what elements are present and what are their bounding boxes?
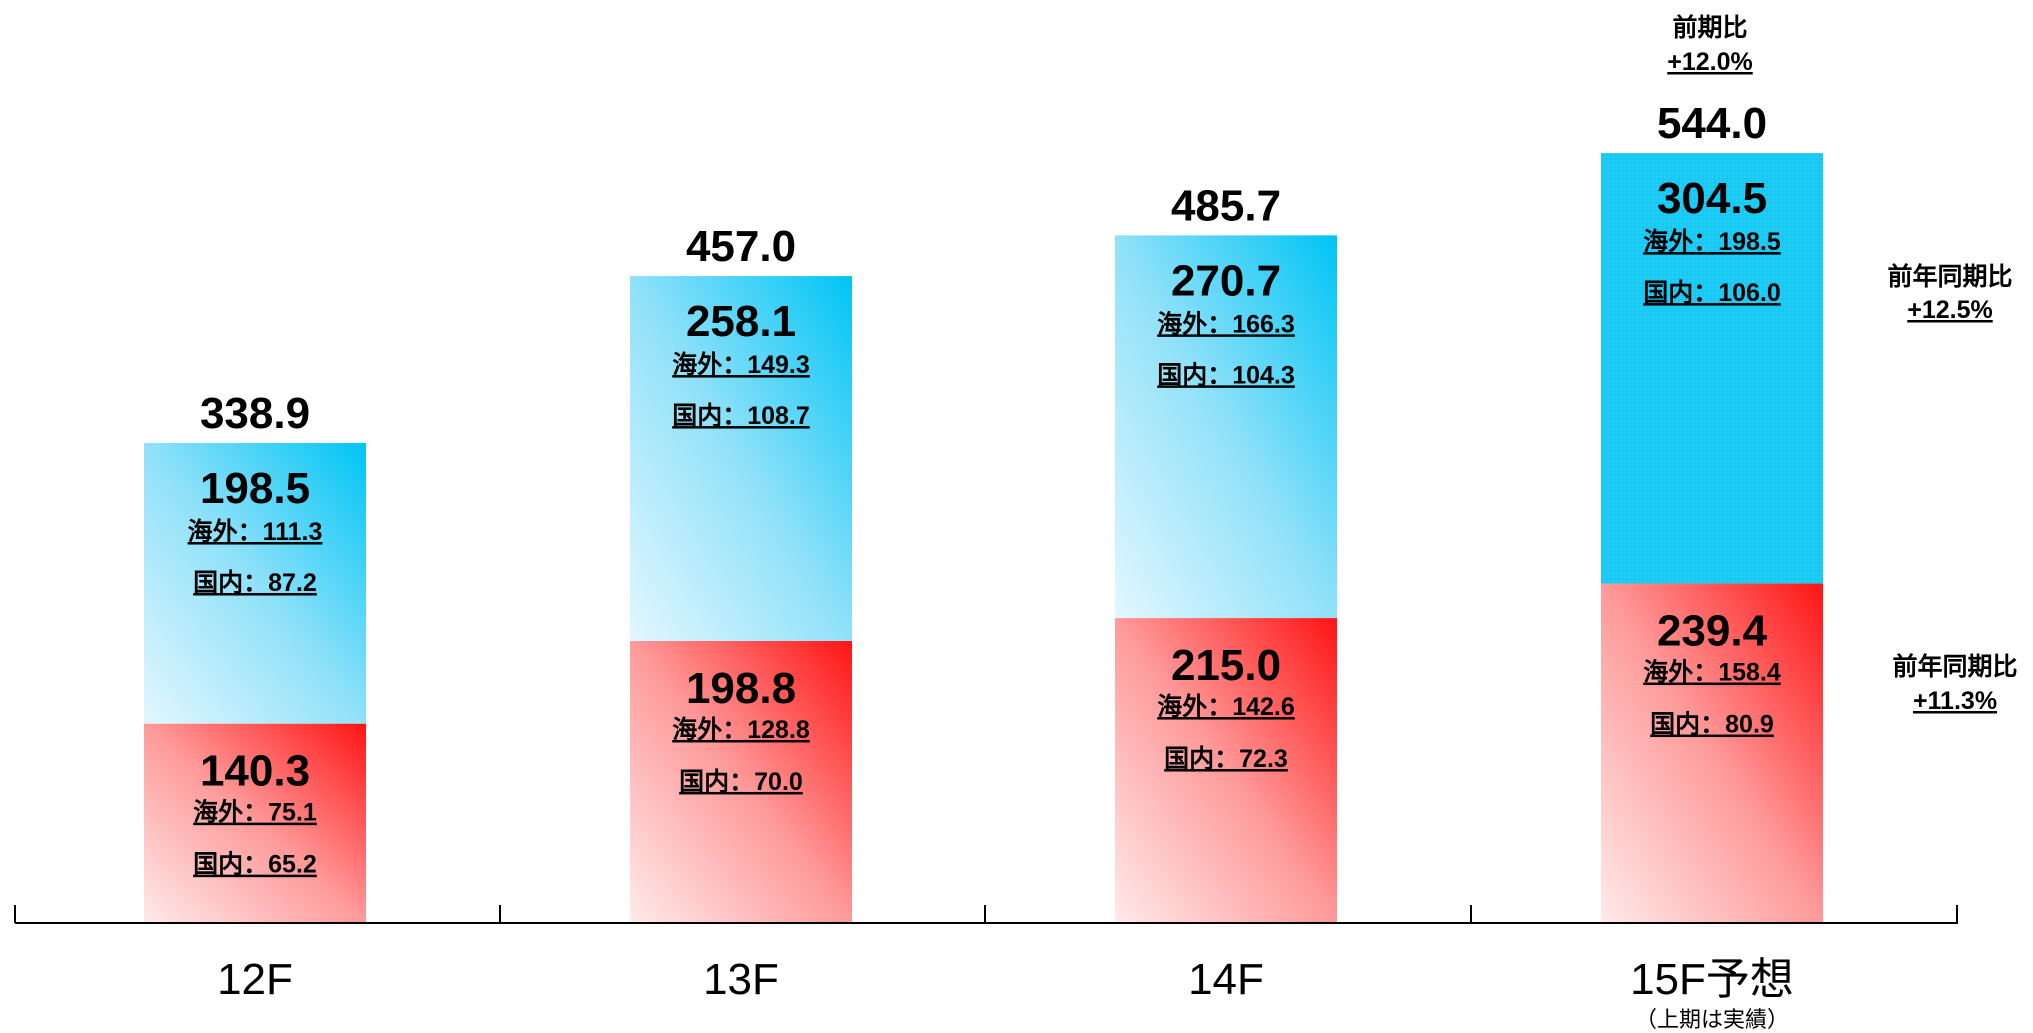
upper-overseas-label-2: 海外：166.3 bbox=[1157, 309, 1295, 338]
bar-upper-1 bbox=[630, 276, 852, 641]
upper-value-label-0: 198.5 bbox=[200, 464, 310, 513]
upper-domestic-label-1: 国内：108.7 bbox=[672, 402, 810, 430]
upper-overseas-label-3: 海外：198.5 bbox=[1643, 227, 1781, 256]
lower-value-label-2: 215.0 bbox=[1171, 641, 1281, 690]
lower-value-label-1: 198.8 bbox=[686, 664, 796, 713]
upper-domestic-label-3: 国内：106.0 bbox=[1643, 279, 1781, 307]
lower-domestic-label-3: 国内：80.9 bbox=[1650, 711, 1774, 739]
category-label-3: 15F予想 bbox=[1630, 955, 1794, 1004]
total-growth-value: +12.0% bbox=[1667, 48, 1753, 76]
lower-overseas-label-3: 海外：158.4 bbox=[1643, 658, 1781, 687]
bar-upper-3 bbox=[1601, 153, 1823, 584]
bar-lower-3 bbox=[1601, 583, 1823, 922]
upper-growth-label: 前年同期比 bbox=[1887, 262, 2012, 291]
bar-lower-1 bbox=[630, 640, 852, 922]
total-growth-label: 前期比 bbox=[1672, 13, 1747, 42]
bar-lower-0 bbox=[144, 723, 366, 922]
category-label-1: 13F bbox=[703, 955, 779, 1004]
lower-growth-label: 前年同期比 bbox=[1892, 652, 2017, 681]
lower-domestic-label-2: 国内：72.3 bbox=[1164, 745, 1288, 773]
bar-upper-0 bbox=[144, 443, 366, 724]
category-note-3: （上期は実績） bbox=[1635, 1007, 1789, 1032]
upper-overseas-label-1: 海外：149.3 bbox=[672, 350, 810, 379]
bar-lower-2 bbox=[1115, 618, 1337, 922]
category-label-0: 12F bbox=[217, 955, 293, 1004]
total-label-1: 457.0 bbox=[686, 222, 796, 271]
total-label-3: 544.0 bbox=[1657, 99, 1767, 148]
lower-growth-value: +11.3% bbox=[1913, 687, 1997, 715]
lower-value-label-0: 140.3 bbox=[200, 747, 310, 796]
lower-overseas-label-0: 海外：75.1 bbox=[193, 798, 317, 827]
total-label-0: 338.9 bbox=[200, 389, 310, 438]
upper-overseas-label-0: 海外：111.3 bbox=[188, 517, 323, 546]
upper-value-label-2: 270.7 bbox=[1171, 256, 1281, 305]
lower-value-label-3: 239.4 bbox=[1657, 607, 1768, 656]
total-label-2: 485.7 bbox=[1171, 181, 1281, 230]
upper-growth-value: +12.5% bbox=[1907, 296, 1993, 324]
upper-value-label-3: 304.5 bbox=[1657, 174, 1767, 223]
upper-value-label-1: 258.1 bbox=[686, 297, 796, 346]
upper-domestic-label-2: 国内：104.3 bbox=[1157, 361, 1295, 389]
lower-domestic-label-0: 国内：65.2 bbox=[193, 851, 317, 879]
bar-upper-2 bbox=[1115, 235, 1337, 619]
lower-overseas-label-1: 海外：128.8 bbox=[672, 715, 810, 744]
lower-domestic-label-1: 国内：70.0 bbox=[679, 768, 803, 796]
upper-domestic-label-0: 国内：87.2 bbox=[193, 569, 317, 597]
lower-overseas-label-2: 海外：142.6 bbox=[1157, 692, 1295, 721]
category-label-2: 14F bbox=[1188, 955, 1264, 1004]
